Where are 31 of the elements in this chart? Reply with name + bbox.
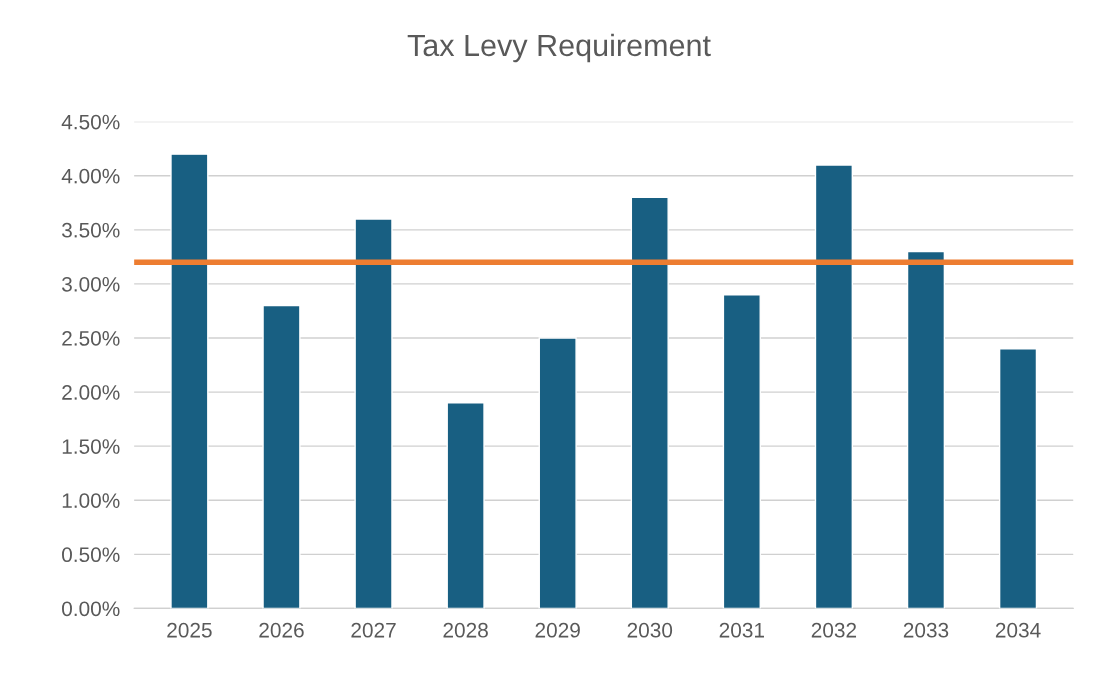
- x-tick-label: 2031: [719, 622, 764, 638]
- y-tick-label: 4.00%: [61, 168, 120, 184]
- x-tick-label: 2030: [627, 622, 673, 638]
- bar: [814, 164, 854, 609]
- chart-title: Tax Levy Requirement: [407, 33, 711, 63]
- y-tick-label: 0.00%: [62, 601, 120, 617]
- y-tick-label: 1.50%: [62, 439, 120, 454]
- x-tick-label: 2025: [167, 622, 212, 638]
- x-tick-label: 2028: [443, 622, 488, 638]
- x-tick-label: 2033: [903, 622, 949, 638]
- y-tick-label: 1.00%: [62, 493, 120, 508]
- x-tick-label: 2026: [259, 622, 304, 638]
- x-tick-label: 2032: [811, 622, 857, 638]
- x-tick-label: 2029: [535, 622, 580, 638]
- bar: [998, 348, 1038, 609]
- x-tick-label: 2027: [351, 622, 396, 638]
- bar: [906, 250, 946, 609]
- bar: [446, 402, 485, 609]
- y-tick-label: 2.00%: [62, 385, 120, 400]
- y-tick-label: 2.50%: [62, 331, 120, 346]
- x-tick-label: 2034: [995, 622, 1041, 638]
- bar: [262, 304, 301, 609]
- y-tick-label: 3.00%: [62, 276, 120, 292]
- bar: [538, 337, 577, 609]
- bar: [630, 196, 669, 609]
- y-tick-label: 4.50%: [61, 114, 120, 130]
- bar: [170, 153, 209, 609]
- y-tick-label: 3.50%: [62, 222, 120, 238]
- bar: [354, 218, 393, 609]
- bar: [722, 294, 761, 609]
- y-tick-label: 0.50%: [62, 547, 120, 563]
